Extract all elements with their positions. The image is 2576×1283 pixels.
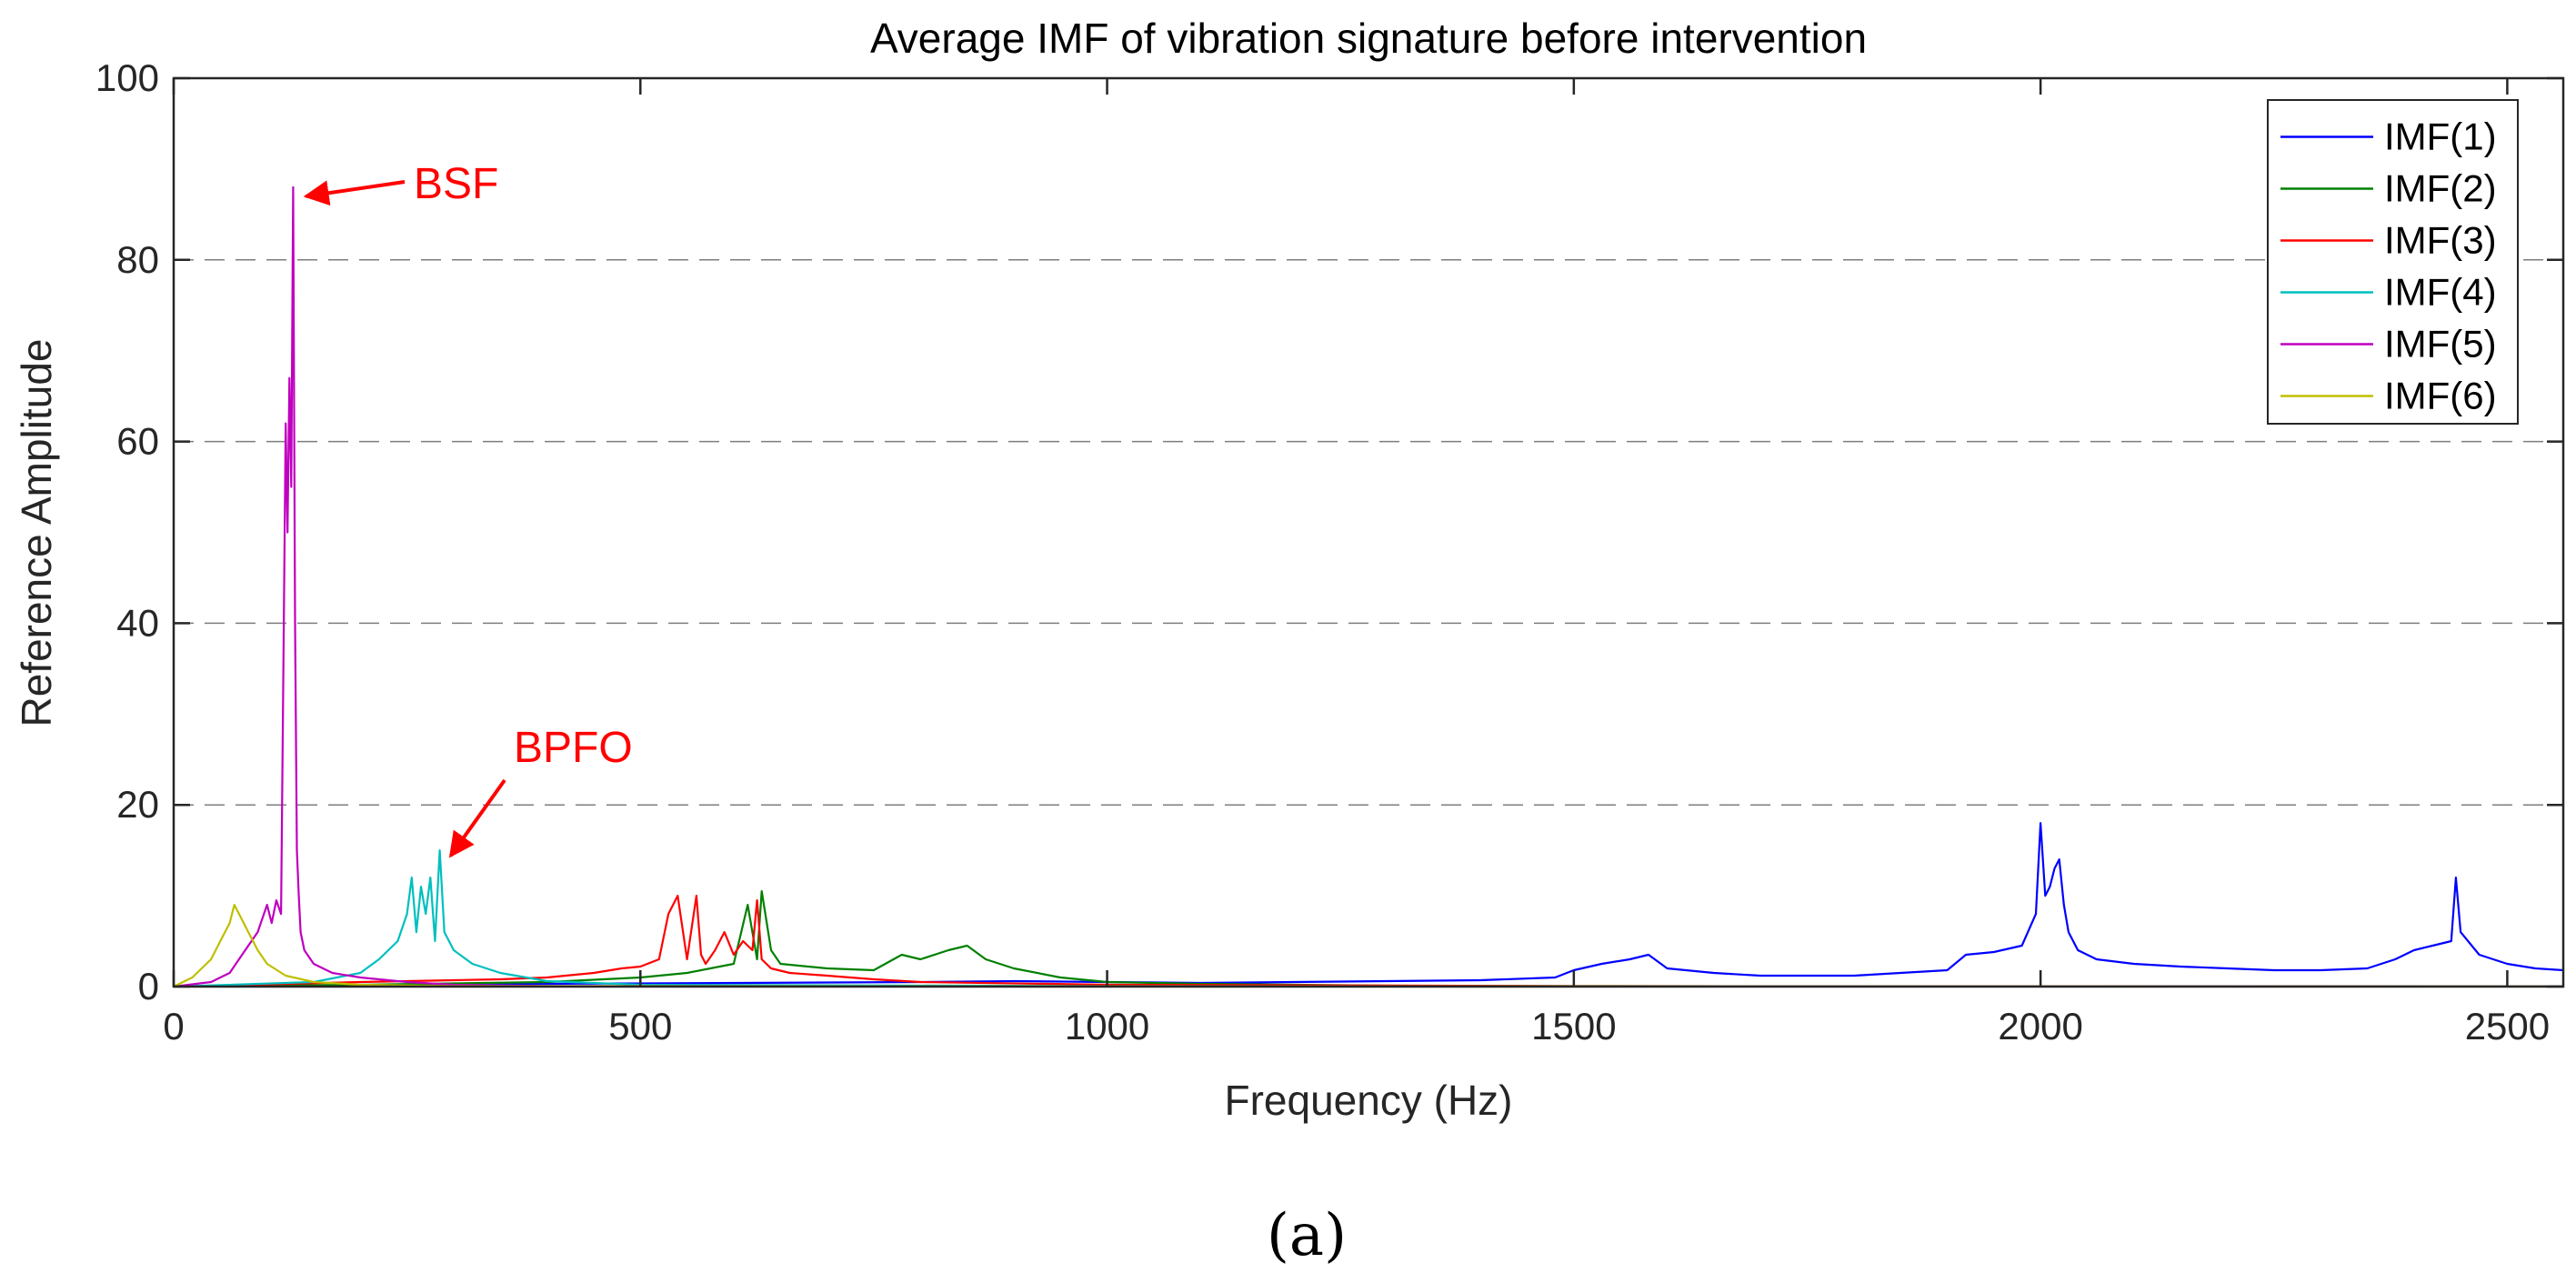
series-line-imf1 — [174, 822, 2563, 987]
plot-area — [174, 78, 2563, 987]
legend-entry: IMF(4) — [2384, 271, 2497, 314]
x-tick-label: 0 — [163, 1005, 184, 1047]
x-axis-label: Frequency (Hz) — [1225, 1077, 1513, 1124]
legend-entry: IMF(1) — [2384, 115, 2497, 158]
chart-title: Average IMF of vibration signature befor… — [870, 15, 1867, 62]
grid-lines — [174, 259, 2563, 806]
series-line-imf5 — [174, 185, 2563, 987]
legend-entry: IMF(5) — [2384, 323, 2497, 366]
y-tick-label: 20 — [116, 783, 159, 826]
series-line-imf3 — [174, 894, 2563, 987]
series-line-imf6 — [174, 903, 2563, 987]
y-tick-label: 0 — [138, 965, 159, 1007]
annotation-arrow-bsf — [303, 180, 406, 206]
y-tick-label: 40 — [116, 601, 159, 644]
x-tick-label: 1000 — [1065, 1005, 1149, 1047]
legend-box — [2267, 99, 2519, 425]
y-tick-label: 60 — [116, 420, 159, 463]
y-tick-label: 80 — [116, 238, 159, 281]
y-tick-label: 100 — [95, 56, 159, 99]
legend-entry: IMF(6) — [2384, 375, 2497, 417]
x-tick-label: 2000 — [1998, 1005, 2082, 1047]
x-tick-label: 2500 — [2465, 1005, 2550, 1047]
plot-frame — [172, 76, 2565, 988]
legend: IMF(1) IMF(2) IMF(3) IMF(4) IMF(5) IMF(6) — [2267, 99, 2519, 425]
annotations: BSF BPFO — [303, 160, 633, 858]
annotation-bpfo: BPFO — [514, 724, 633, 772]
panel-label: (a) — [1267, 1202, 1347, 1269]
y-axis-label: Reference Amplitude — [13, 338, 60, 727]
series-line-imf4 — [174, 848, 2563, 987]
annotation-arrow-bpfo — [448, 778, 506, 858]
series-group — [174, 185, 2563, 987]
x-tick-label: 1500 — [1531, 1005, 1616, 1047]
x-tick-label: 500 — [608, 1005, 672, 1047]
legend-entry: IMF(3) — [2384, 219, 2497, 262]
legend-entry: IMF(2) — [2384, 167, 2497, 210]
annotation-bsf: BSF — [414, 160, 498, 208]
